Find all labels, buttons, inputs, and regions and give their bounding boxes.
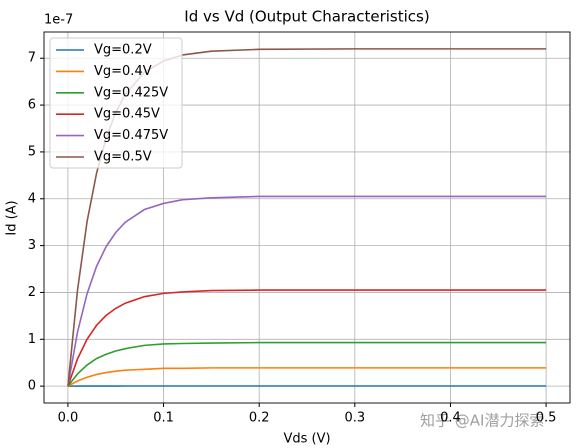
- watermark: 知乎 @AI潜力探索: [420, 412, 544, 430]
- y-tick-label: 7: [28, 51, 36, 66]
- legend-label: Vg=0.425V: [94, 85, 168, 100]
- series-line: [67, 367, 547, 387]
- x-axis-label: Vds (V): [283, 432, 330, 447]
- chart-title: Id vs Vd (Output Characteristics): [184, 8, 429, 26]
- legend-box: [49, 37, 183, 169]
- plot-frame: [43, 31, 571, 404]
- x-tick-label: 0.0: [58, 411, 79, 426]
- x-tick-label: 0.2: [249, 411, 270, 426]
- y-tick-label: 4: [28, 191, 36, 206]
- y-tick-label: 6: [28, 98, 36, 113]
- legend: Vg=0.2V Vg=0.4V Vg=0.425V Vg=0.45V Vg=0.475V…: [49, 37, 183, 169]
- series-line: [67, 195, 547, 387]
- y-tick-label: 1: [28, 332, 36, 347]
- x-tick-label: 0.3: [344, 411, 365, 426]
- legend-label: Vg=0.475V: [94, 128, 168, 143]
- y-tick-label: 2: [28, 285, 36, 300]
- y-axis-label: Id (A): [5, 200, 20, 235]
- y-tick-label: 0: [28, 379, 36, 394]
- legend-label: Vg=0.2V: [94, 43, 152, 58]
- y-offset-label: 1e-7: [44, 13, 73, 28]
- series-line: [67, 289, 547, 387]
- legend-label: Vg=0.45V: [94, 107, 160, 122]
- y-tick-label: 3: [28, 238, 36, 253]
- y-tick-label: 5: [28, 144, 36, 159]
- x-tick-label: 0.5: [536, 411, 557, 426]
- x-tick-label: 0.1: [153, 411, 174, 426]
- legend-label: Vg=0.5V: [94, 150, 152, 165]
- x-tick-label: 0.4: [440, 411, 461, 426]
- legend-label: Vg=0.4V: [94, 64, 152, 79]
- series-line: [67, 341, 547, 387]
